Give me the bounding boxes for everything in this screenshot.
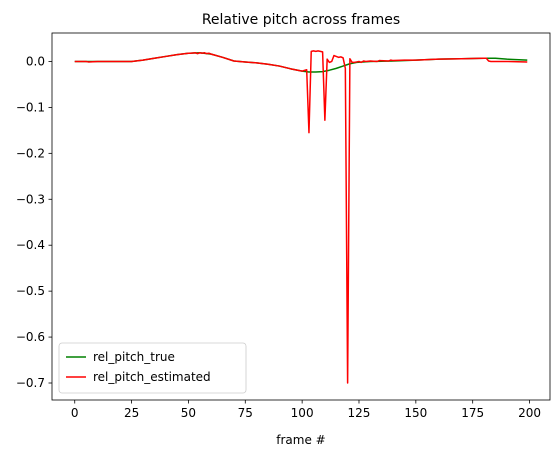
y-axis-ticks: 0.0 −0.1 −0.2 −0.3 −0.4 −0.5 −0.6 −0.7 — [16, 54, 52, 390]
x-tick-label: 150 — [404, 406, 427, 420]
y-tick-label: −0.4 — [16, 238, 45, 252]
x-tick-label: 0 — [71, 406, 79, 420]
x-axis-ticks: 0 25 50 75 100 125 150 175 200 — [71, 400, 541, 420]
chart-title: Relative pitch across frames — [202, 12, 400, 28]
x-tick-label: 100 — [291, 406, 314, 420]
x-tick-label: 200 — [518, 406, 541, 420]
y-tick-label: −0.7 — [16, 376, 45, 390]
y-tick-label: −0.6 — [16, 330, 45, 344]
legend-box — [58, 342, 247, 394]
legend-label: rel_pitch_estimated — [93, 370, 211, 384]
legend-label: rel_pitch_true — [93, 350, 175, 364]
y-tick-label: −0.3 — [16, 192, 45, 206]
x-tick-label: 75 — [238, 406, 253, 420]
series-line-rel-pitch-true — [74, 52, 528, 73]
y-tick-label: −0.1 — [16, 100, 45, 114]
y-tick-label: −0.2 — [16, 146, 45, 160]
plot-content — [74, 50, 528, 384]
series-line-rel-pitch-estimated — [74, 50, 528, 384]
y-tick-label: 0.0 — [26, 54, 45, 68]
legend: rel_pitch_true rel_pitch_estimated — [58, 342, 247, 394]
x-axis-label: frame # — [276, 433, 325, 447]
x-tick-label: 125 — [348, 406, 371, 420]
x-tick-label: 50 — [181, 406, 196, 420]
y-tick-label: −0.5 — [16, 284, 45, 298]
x-tick-label: 175 — [461, 406, 484, 420]
x-tick-label: 25 — [124, 406, 139, 420]
plot-frame — [51, 32, 551, 401]
